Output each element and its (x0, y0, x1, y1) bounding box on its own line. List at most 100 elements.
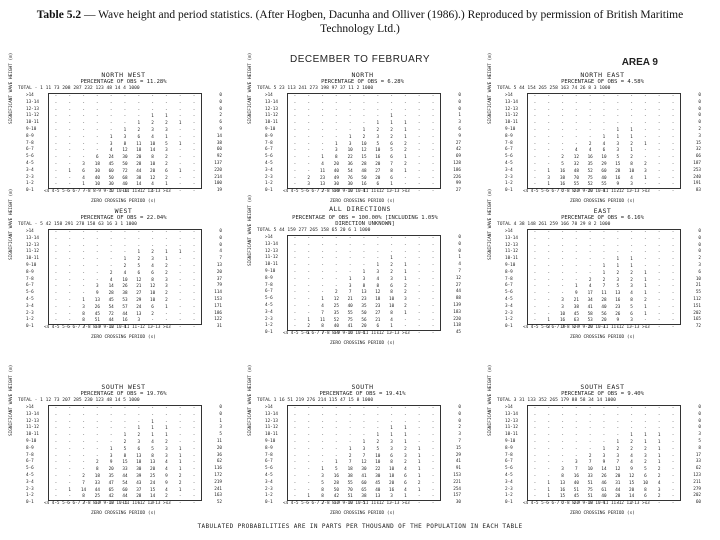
table-cell: - (404, 236, 407, 241)
table-cell: - (321, 269, 324, 275)
table-cell: - (68, 263, 72, 269)
table-cell: - (602, 412, 606, 418)
table-cell: - (533, 318, 537, 324)
panel-x-axis-label: ZERO CROSSING PERIOD (s) (90, 199, 157, 204)
table-cell: - (561, 270, 564, 276)
row-total: 32 (695, 147, 701, 153)
table-cell: - (404, 242, 407, 248)
table-cell: - (671, 121, 675, 127)
table-cell: - (575, 270, 578, 276)
table-cell: - (431, 473, 435, 479)
table-cell: 11 (136, 141, 142, 147)
row-label: 2-3 (505, 486, 513, 492)
table-cell: 2 (165, 270, 168, 276)
panel-cells: ----------------------------------------… (528, 94, 680, 197)
table-cell: 18 (136, 148, 142, 154)
table-cell: - (417, 324, 421, 330)
table-cell: - (630, 250, 633, 256)
table-cell: - (293, 324, 297, 330)
table-cell: 1 (657, 433, 661, 439)
row-label: 12-13 (265, 418, 278, 424)
table-cell: 5 (630, 304, 633, 310)
table-cell: - (109, 250, 113, 256)
table-cell: 7 (321, 310, 324, 316)
table-cell: - (431, 141, 435, 147)
table-cell: - (417, 236, 421, 241)
table-cell: 23 (375, 303, 381, 309)
table-cell: - (431, 303, 435, 309)
table-row: - -4 40 50 68 38 12 2- - (49, 176, 201, 184)
table-cell: - (192, 501, 196, 507)
table-cell: 9 (602, 460, 606, 466)
table-cell: 6 (404, 480, 407, 486)
row-label: 9-10 (265, 126, 276, 132)
table-cell: - (588, 439, 592, 445)
table-row: ----------- (49, 230, 201, 238)
table-cell: - (671, 453, 675, 459)
table-cell: - (616, 250, 620, 256)
table-cell: - (348, 439, 352, 445)
table-cell: - (533, 487, 537, 493)
row-total: 114 (214, 290, 222, 296)
table-cell: 1 (644, 175, 647, 181)
panel-total-row: TOTAL 5 44 159 277 265 158 65 20 6 1 100… (257, 228, 371, 233)
row-total: 151 (693, 303, 701, 309)
table-cell: 2 (165, 297, 168, 303)
row-label: 0-1 (505, 188, 513, 194)
table-cell: 1 (602, 270, 606, 276)
table-row: -1 16 55 52 55 9 3- - - (528, 183, 680, 190)
table-cell: 11 (319, 168, 326, 174)
table-cell: - (404, 114, 407, 120)
table-cell: 1 (137, 426, 141, 432)
table-cell: 13 (615, 291, 621, 297)
panel-row-labels: >14 13-14 12-13 11-12 10-11 9-10 8-9 7-8 6-7 5-6 4… (265, 235, 285, 338)
table-cell: - (376, 107, 380, 113)
panel-x-axis-label: ZERO CROSSING PERIOD (s) (329, 511, 396, 516)
table-cell: 13 (94, 297, 100, 303)
table-row: - -1 5 18 30 22 10 4 1- (288, 468, 440, 475)
panel-cells: -----------------------------1---------1… (49, 406, 201, 509)
table-cell: - (178, 304, 182, 310)
table-cell: - (68, 480, 72, 486)
row-total: 220 (214, 167, 222, 173)
table-cell: - (657, 419, 661, 425)
table-cell: - (165, 236, 168, 242)
table-cell: 8 (390, 310, 393, 316)
table-cell: - (533, 148, 537, 154)
table-cell: - (616, 236, 620, 242)
table-cell: - (547, 230, 551, 235)
table-cell: - (192, 406, 196, 411)
table-cell: 1 (644, 304, 647, 310)
table-cell: - (293, 161, 297, 167)
table-row: - - -1 3 10 5 6 2- - (288, 141, 440, 150)
table-row: -1 6 30 60 72 44 20 6 1- (49, 169, 201, 177)
table-cell: - (533, 127, 537, 133)
table-cell: 2 (151, 121, 154, 127)
table-cell: - (68, 473, 72, 479)
all-directions-label: ALL DIRECTIONS (329, 205, 391, 213)
table-cell: 10 (150, 161, 156, 167)
table-cell: - (178, 277, 182, 283)
table-cell: 2 (151, 311, 154, 317)
row-label: 13-14 (26, 235, 39, 241)
table-cell: - (68, 236, 72, 242)
table-cell: - (616, 114, 620, 120)
table-cell: - (293, 249, 297, 255)
table-row: ----------- (49, 413, 201, 421)
table-cell: - (96, 257, 99, 263)
table-cell: 5 (335, 467, 338, 473)
table-cell: - (547, 161, 551, 167)
table-cell: 27 (136, 291, 142, 297)
table-cell: - (293, 242, 297, 248)
table-cell: - (54, 141, 58, 147)
table-cell: - (533, 189, 537, 195)
table-cell: - (348, 426, 352, 432)
table-cell: 1 (151, 433, 154, 439)
table-cell: 1 (123, 127, 127, 133)
table-cell: - (82, 114, 85, 120)
table-cell: 2 (588, 277, 592, 283)
